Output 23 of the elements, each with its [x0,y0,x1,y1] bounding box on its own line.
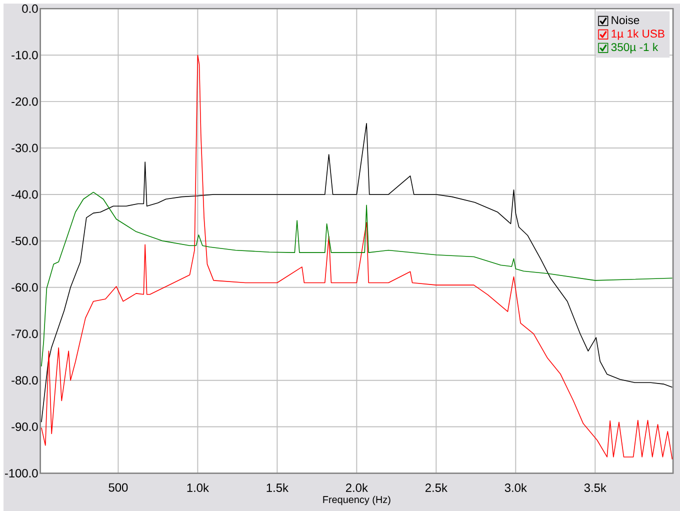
y-tick-label: -90.0 [12,422,38,431]
x-tick-label: 3.5k [584,483,606,492]
y-tick-label: -30.0 [12,144,38,152]
y-tick-label: -20.0 [12,97,38,106]
x-tick-label: 500 [108,483,128,492]
y-tick-label: -50.0 [12,236,38,246]
x-tick-label: 2.0k [346,483,368,492]
legend-label: 1µ 1k USB [612,29,664,40]
y-tick-label: -40.0 [12,190,38,199]
x-tick-label: 3.0k [504,483,527,492]
line-series [41,192,673,367]
y-tick-label: -100.0 [4,468,38,478]
x-tick-label: 2.5k [425,483,448,492]
legend-label: 350µ -1 k [611,42,658,54]
y-tick-label: -60.0 [12,283,38,292]
y-tick-label: -10.0 [12,50,38,60]
x-tick-label: 1.0k [187,483,209,492]
legend-label: Noise [612,16,640,24]
y-tick-label: -80.0 [12,376,38,385]
y-tick-label: 0.0 [22,4,38,13]
x-axis-title: Frequency (Hz) [323,496,390,506]
x-tick-label: 1.5k [266,483,288,492]
y-tick-label: -70.0 [12,330,38,338]
